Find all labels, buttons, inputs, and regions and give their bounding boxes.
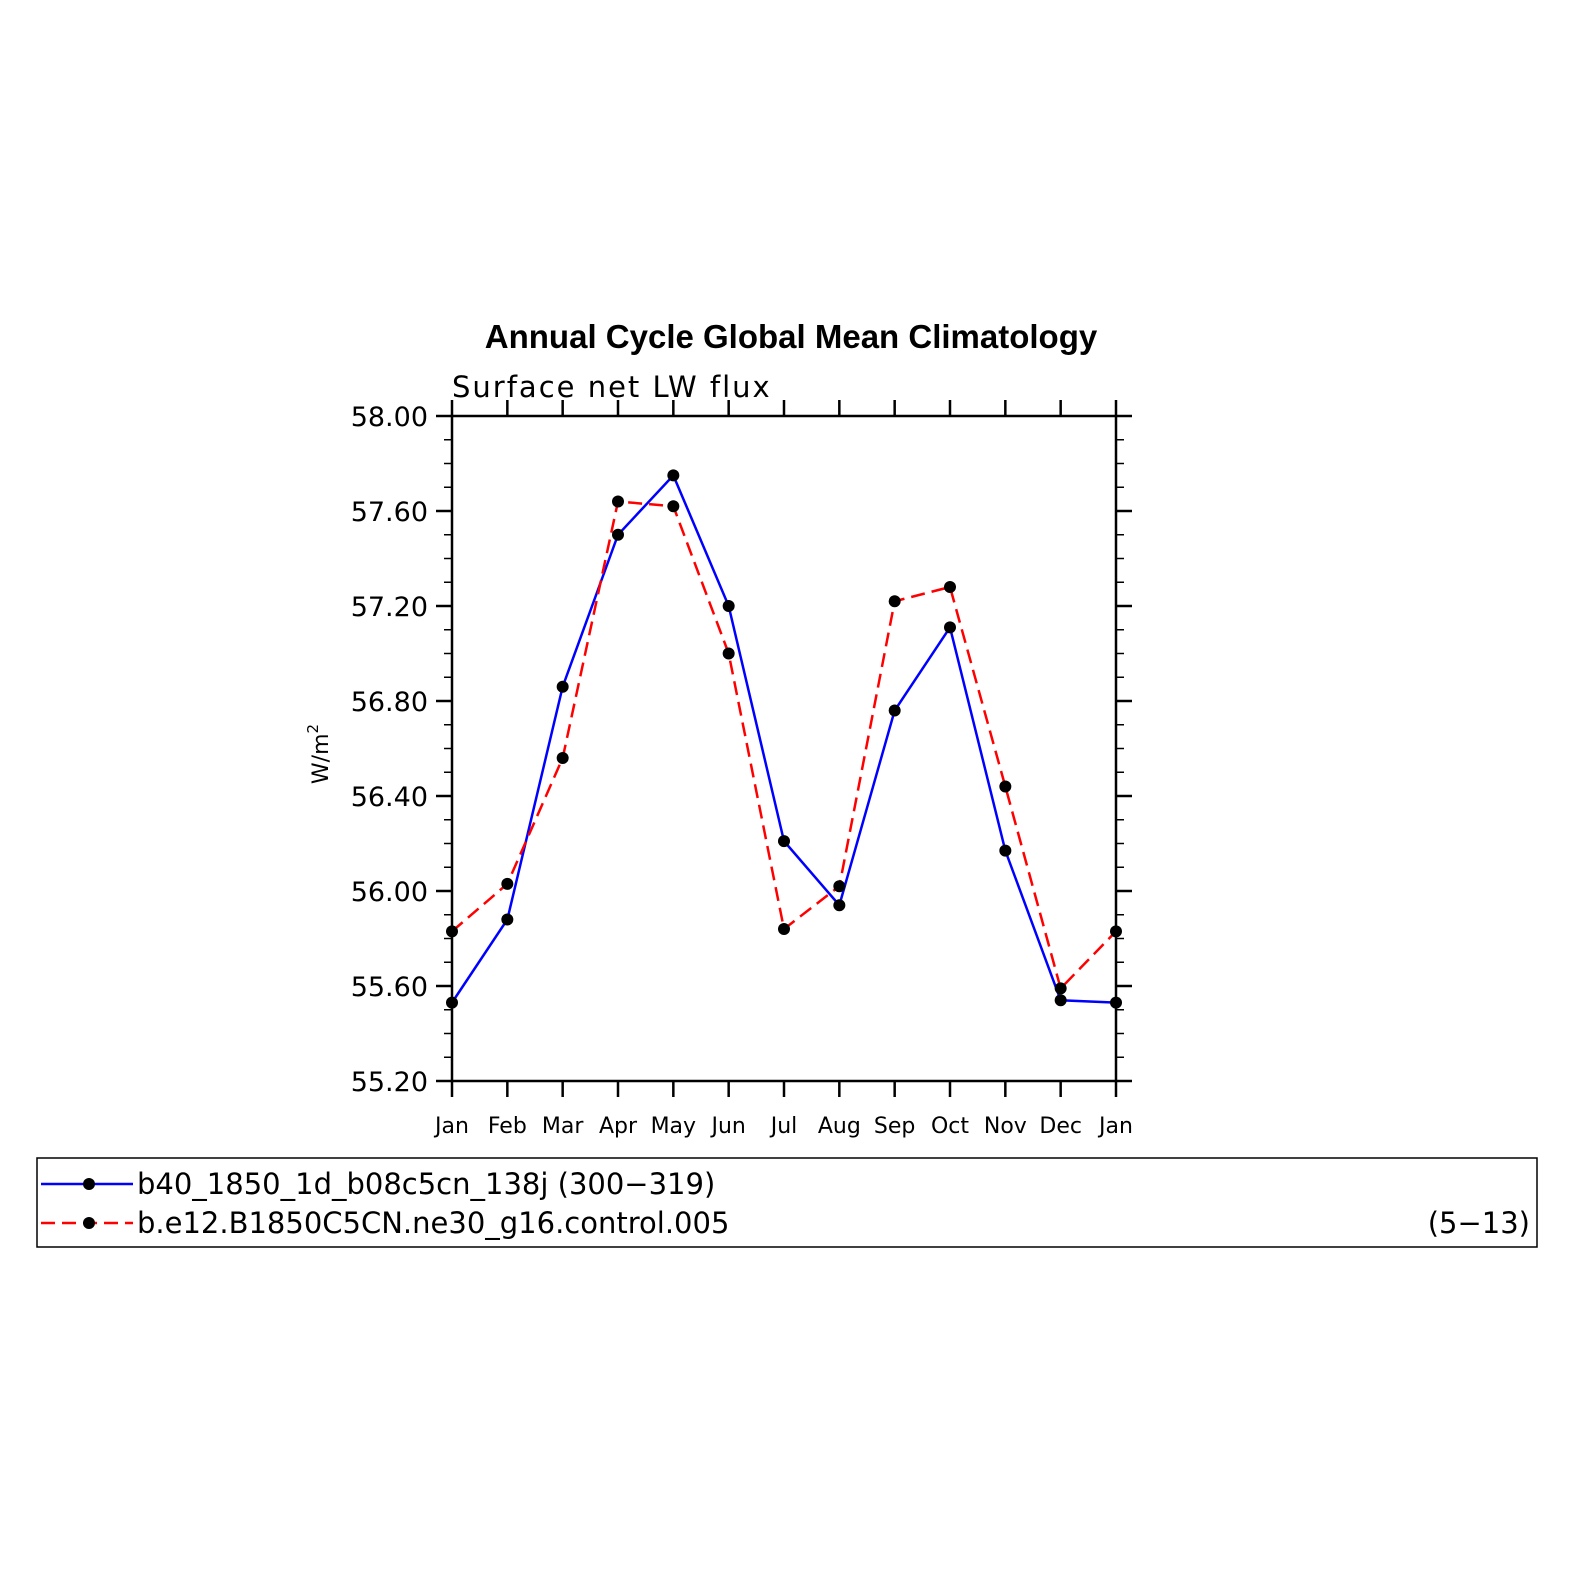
x-tick-label: Feb	[488, 1114, 527, 1139]
series-2-point	[556, 752, 569, 764]
chart-subtitle: Surface net LW flux	[452, 370, 772, 404]
x-tick-label: Sep	[874, 1114, 915, 1139]
legend-marker-series-2	[83, 1217, 95, 1229]
legend-marker-series-1	[83, 1178, 95, 1190]
y-tick-label: 56.40	[351, 782, 428, 813]
series-2-point	[944, 581, 956, 593]
y-tick-label: 55.60	[351, 972, 428, 1003]
series-1-point	[778, 835, 790, 848]
series-2-point	[833, 880, 846, 893]
y-axis-label: W/m2	[304, 724, 334, 784]
series-1-point	[944, 621, 956, 634]
chart-title: Annual Cycle Global Mean Climatology	[485, 318, 1098, 355]
series-2-point	[888, 595, 901, 608]
series-1-point	[446, 996, 458, 1009]
svg-text:W/m2: W/m2	[304, 724, 334, 784]
series-2-point	[501, 877, 514, 890]
x-tick-label: Jan	[433, 1114, 469, 1139]
series-1-point	[556, 680, 569, 693]
y-tick-label: 57.20	[351, 592, 428, 623]
series-2-point	[1110, 925, 1122, 938]
series-1-point	[722, 600, 735, 612]
x-tick-label: May	[651, 1114, 696, 1139]
legend-extra-series-2: (5−13)	[1428, 1206, 1530, 1240]
x-tick-label: Jun	[709, 1114, 745, 1139]
y-tick-label: 56.00	[351, 877, 428, 908]
legend-label-series-2: b.e12.B1850C5CN.ne30_g16.control.005	[137, 1206, 729, 1240]
series-2-point	[722, 647, 735, 660]
series-line-2	[451, 500, 1117, 991]
series-1-point	[999, 844, 1012, 857]
y-axis-label-superscript: 2	[304, 724, 322, 734]
series-2-point	[446, 925, 458, 938]
series-2-point	[999, 780, 1012, 793]
series-1-point	[888, 704, 901, 717]
legend: b40_1850_1d_b08c5cn_138j (300−319) b.e12…	[36, 1157, 1538, 1248]
y-tick-label: 55.20	[351, 1067, 428, 1098]
axes: 55.20 55.60 56.00 56.40 56.80 57.20 57.60 58.00…	[351, 400, 1133, 1139]
x-tick-label: Oct	[931, 1114, 969, 1139]
x-tick-label: Jan	[1097, 1114, 1133, 1139]
legend-box	[36, 1157, 1538, 1248]
series-2-point	[1054, 982, 1067, 995]
y-axis-label-text: W/m	[309, 733, 334, 784]
plot-frame	[450, 414, 1118, 1083]
x-tick-label: Nov	[984, 1114, 1027, 1139]
legend-label-series-1: b40_1850_1d_b08c5cn_138j (300−319)	[137, 1167, 715, 1201]
x-tick-label: Jul	[769, 1114, 798, 1139]
series-2-point	[612, 495, 624, 508]
series-1-point	[612, 528, 624, 541]
series-1-point	[667, 469, 680, 482]
y-tick-label: 57.60	[351, 497, 428, 528]
series-2-point	[667, 500, 680, 513]
series-1-point	[833, 899, 846, 912]
x-tick-label: Dec	[1039, 1114, 1082, 1139]
y-tick-label: 56.80	[351, 687, 428, 718]
y-tick-label: 58.00	[351, 402, 428, 433]
x-tick-label: Aug	[818, 1114, 861, 1139]
x-tick-label: Mar	[542, 1114, 584, 1139]
series-2-point	[778, 923, 790, 935]
series-1-point	[1110, 996, 1122, 1009]
x-tick-label: Apr	[599, 1114, 638, 1139]
series-1-point	[1054, 994, 1067, 1007]
series-1-point	[501, 913, 514, 926]
series-layer	[446, 469, 1122, 1009]
